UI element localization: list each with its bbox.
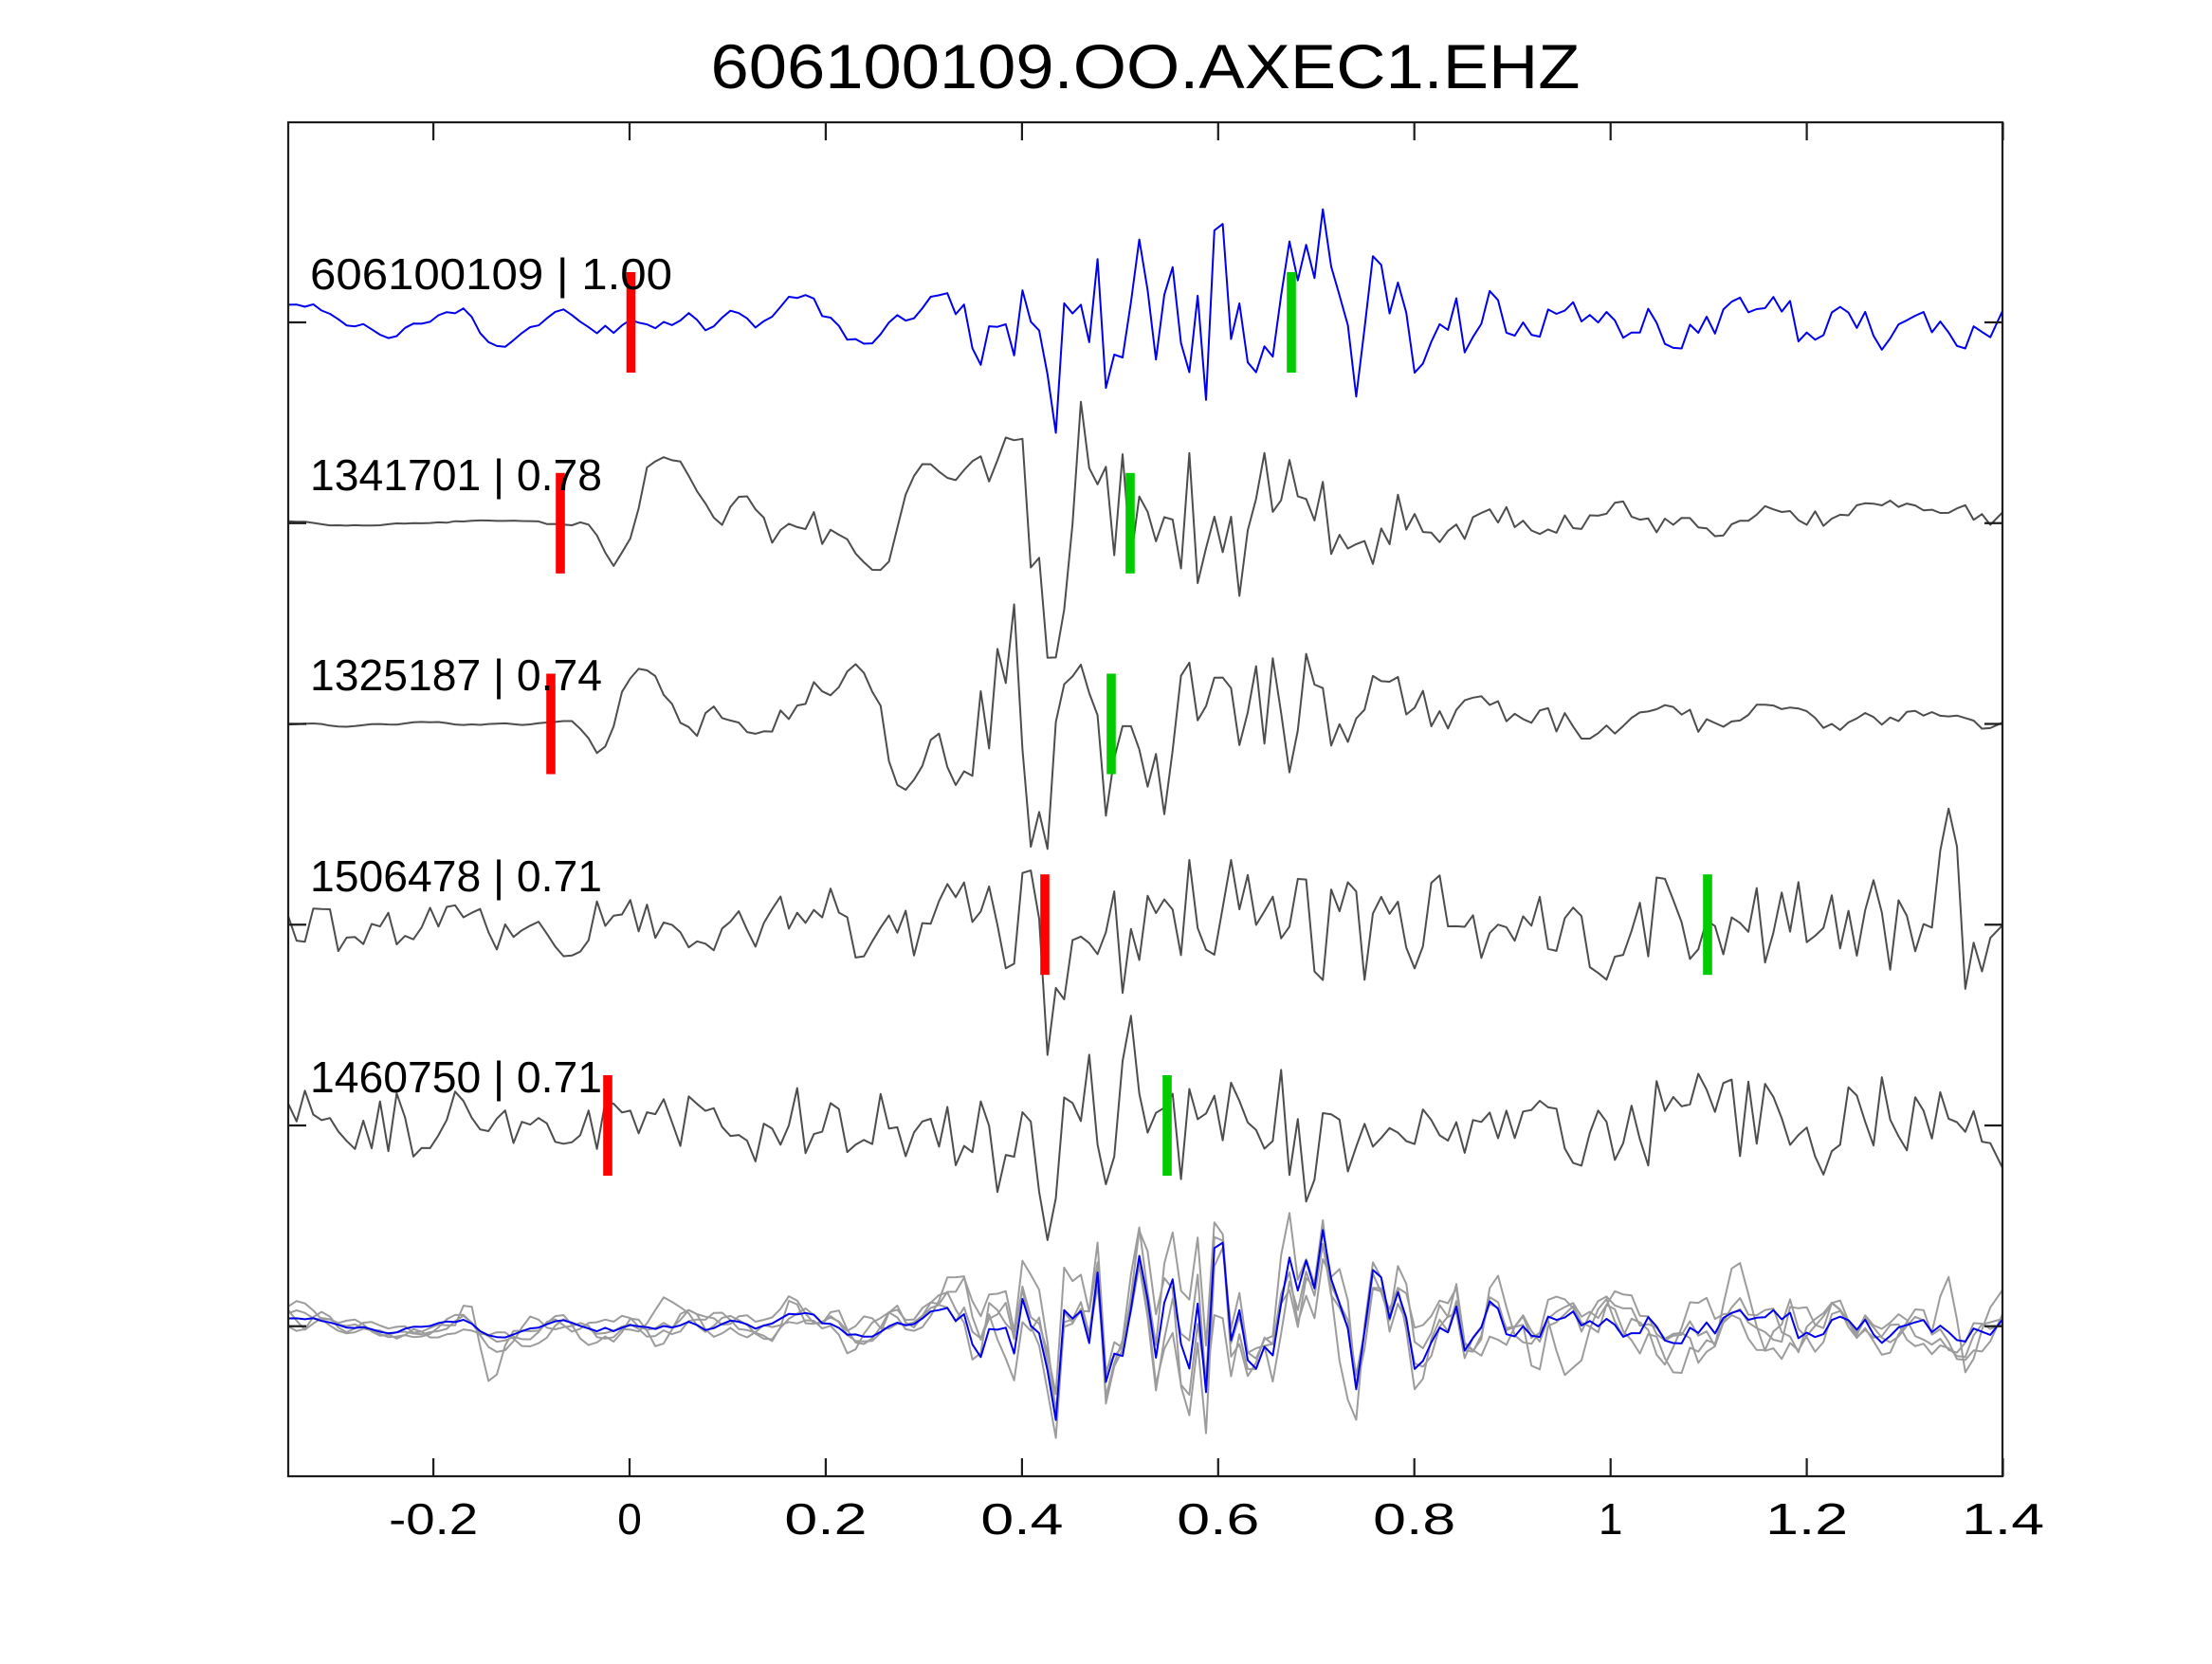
svg-text:606100109 | 1.00: 606100109 | 1.00 xyxy=(310,249,672,299)
svg-text:1506478 | 0.71: 1506478 | 0.71 xyxy=(310,851,602,901)
svg-text:606100109.OO.AXEC1.EHZ: 606100109.OO.AXEC1.EHZ xyxy=(711,31,1581,101)
svg-text:1.4: 1.4 xyxy=(1962,1494,2044,1544)
svg-text:0.2: 0.2 xyxy=(784,1494,867,1544)
svg-text:0: 0 xyxy=(617,1494,642,1544)
svg-text:1.2: 1.2 xyxy=(1765,1494,1848,1544)
svg-text:1341701 | 0.78: 1341701 | 0.78 xyxy=(310,450,602,500)
svg-text:0.8: 0.8 xyxy=(1373,1494,1455,1544)
svg-text:1460750 | 0.71: 1460750 | 0.71 xyxy=(310,1052,602,1102)
svg-text:-0.2: -0.2 xyxy=(389,1494,478,1544)
svg-text:0.6: 0.6 xyxy=(1177,1494,1259,1544)
svg-text:1: 1 xyxy=(1599,1494,1623,1544)
svg-text:1325187 | 0.74: 1325187 | 0.74 xyxy=(310,650,602,700)
svg-text:0.4: 0.4 xyxy=(980,1494,1063,1544)
